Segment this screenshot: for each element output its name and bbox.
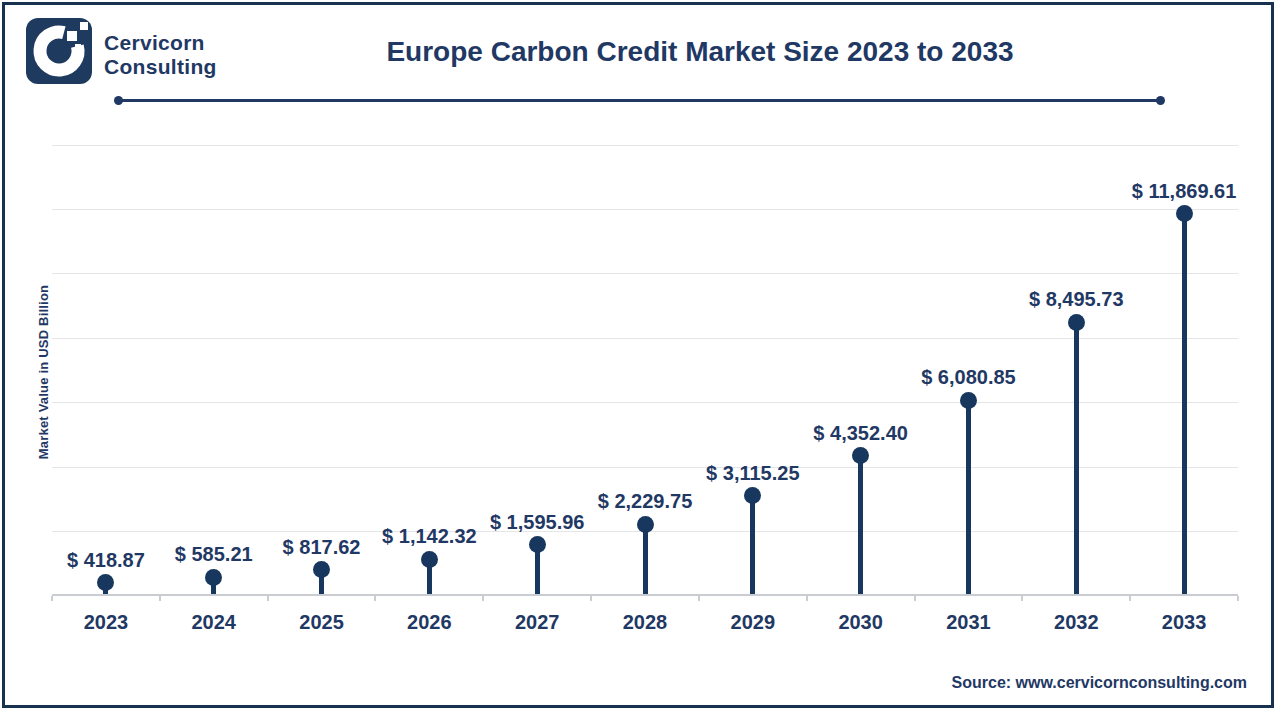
x-axis-tick <box>698 596 700 601</box>
value-label: $ 8,495.73 <box>966 288 1186 311</box>
x-axis-label: 2032 <box>1016 611 1136 634</box>
gridline <box>52 402 1238 403</box>
x-axis-label: 2023 <box>46 611 166 634</box>
logo-wordmark: Cervicorn Consulting <box>104 31 217 79</box>
x-axis-tick <box>914 596 916 601</box>
data-point-dot <box>313 561 330 578</box>
data-point-dot <box>1068 314 1085 331</box>
cervicorn-c-logo-icon <box>26 18 92 84</box>
x-axis-tick <box>267 596 269 601</box>
data-point-dot <box>529 536 546 553</box>
y-axis-title: Market Value in USD Billion <box>36 285 51 459</box>
data-point-dot <box>744 487 761 504</box>
x-axis-label: 2027 <box>477 611 597 634</box>
value-label: $ 11,869.61 <box>1074 180 1280 203</box>
x-axis-tick <box>1237 596 1239 601</box>
x-axis-tick <box>806 596 808 601</box>
x-axis-label: 2033 <box>1124 611 1244 634</box>
value-label: $ 2,229.75 <box>535 490 755 513</box>
lollipop-stem <box>858 456 863 594</box>
logo-line1: Cervicorn <box>104 31 217 55</box>
x-axis-label: 2026 <box>369 611 489 634</box>
data-point-dot <box>97 574 114 591</box>
cervicorn-logo <box>26 18 92 84</box>
gridline <box>52 338 1238 339</box>
data-point-dot <box>1176 205 1193 222</box>
value-label: $ 4,352.40 <box>751 422 971 445</box>
gridline <box>52 145 1238 146</box>
data-point-dot <box>960 392 977 409</box>
page-title: Europe Carbon Credit Market Size 2023 to… <box>250 36 1150 68</box>
gridline <box>52 273 1238 274</box>
lollipop-stem <box>1182 214 1187 594</box>
x-axis-label: 2031 <box>908 611 1028 634</box>
data-point-dot <box>205 569 222 586</box>
lollipop-stem <box>1074 322 1079 594</box>
lollipop-stem <box>750 496 755 594</box>
x-axis-label: 2030 <box>801 611 921 634</box>
x-axis-line <box>52 594 1238 596</box>
x-axis-label: 2028 <box>585 611 705 634</box>
x-axis-label: 2025 <box>262 611 382 634</box>
data-point-dot <box>421 551 438 568</box>
lollipop-stem <box>966 400 971 594</box>
header-divider-line <box>118 99 1161 102</box>
divider-end-dot-right <box>1156 96 1165 105</box>
lollipop-stem <box>643 524 648 594</box>
x-axis-label: 2024 <box>154 611 274 634</box>
value-label: $ 6,080.85 <box>858 366 1078 389</box>
data-point-dot <box>637 516 654 533</box>
value-label: $ 3,115.25 <box>643 462 863 485</box>
x-axis-tick <box>482 596 484 601</box>
data-point-dot <box>852 447 869 464</box>
x-axis-label: 2029 <box>693 611 813 634</box>
value-label: $ 1,595.96 <box>427 511 647 534</box>
logo-line2: Consulting <box>104 55 217 79</box>
x-axis-tick <box>159 596 161 601</box>
x-axis-tick <box>1129 596 1131 601</box>
x-axis-tick <box>590 596 592 601</box>
source-attribution: Source: www.cervicornconsulting.com <box>952 674 1247 692</box>
x-axis-tick <box>1021 596 1023 601</box>
gridline <box>52 209 1238 210</box>
x-axis-tick <box>51 596 53 601</box>
x-axis-tick <box>374 596 376 601</box>
divider-end-dot-left <box>114 96 123 105</box>
plot-area: $ 418.872023$ 585.212024$ 817.622025$ 1,… <box>52 145 1238 596</box>
